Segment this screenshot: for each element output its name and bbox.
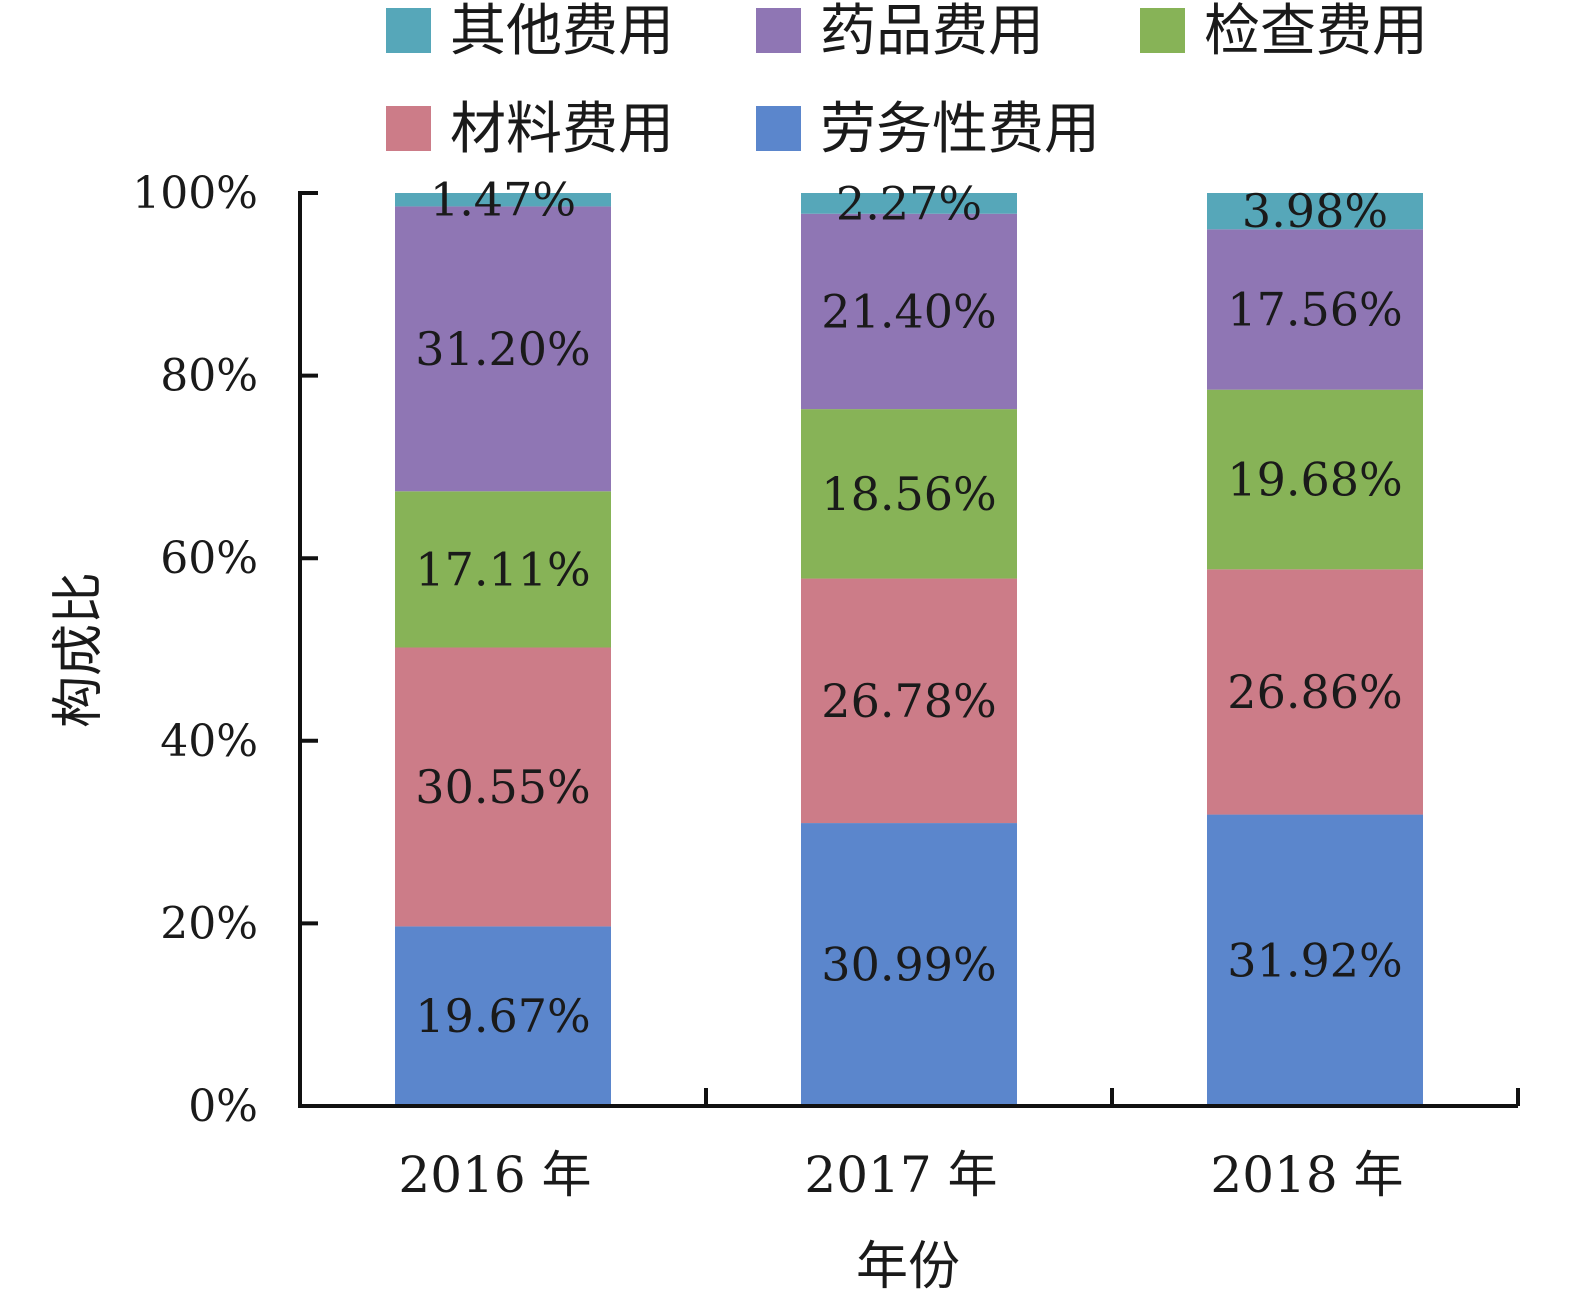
bar-segment	[395, 193, 611, 207]
y-tick-label: 20%	[160, 898, 258, 949]
data-label: 30.55%	[415, 760, 590, 814]
legend-label: 其他费用	[450, 0, 674, 64]
bar-segment	[801, 213, 1017, 410]
bar-segment	[1207, 193, 1423, 230]
bar-segment	[801, 409, 1017, 579]
bar-segment	[1207, 814, 1423, 1106]
data-label: 30.99%	[821, 938, 996, 992]
bar-segment	[801, 823, 1017, 1106]
data-label: 2.27%	[836, 176, 982, 230]
data-label: 31.92%	[1227, 933, 1402, 987]
bar-segment	[1207, 229, 1423, 390]
data-label: 21.40%	[821, 284, 996, 338]
legend-swatch	[386, 8, 431, 53]
data-label: 19.67%	[415, 989, 590, 1043]
legend-item: 检查费用	[1140, 0, 1428, 64]
legend-swatch	[756, 106, 801, 151]
legend-label: 材料费用	[450, 97, 674, 162]
legend-item: 材料费用	[386, 97, 674, 162]
bar-segment	[395, 491, 611, 648]
legend-item: 劳务性费用	[756, 97, 1100, 162]
bar-segment	[1207, 389, 1423, 570]
y-axis-title: 构成比	[49, 572, 109, 728]
legend-swatch	[756, 8, 801, 53]
data-label: 19.68%	[1227, 452, 1402, 506]
data-label: 1.47%	[430, 173, 576, 227]
bar-segment	[1207, 569, 1423, 815]
x-axis-ticks: 2016 年 2017 年 2018 年	[398, 1088, 1520, 1204]
data-labels: 19.67% 30.55% 17.11% 31.20% 1.47% 30.99% 26.78…	[415, 173, 1402, 1043]
bar-segment	[801, 193, 1017, 214]
legend-label: 检查费用	[1204, 0, 1428, 64]
y-tick-label: 80%	[160, 351, 258, 402]
y-tick-label: 40%	[160, 716, 258, 767]
bar-segment	[801, 578, 1017, 824]
legend-item: 药品费用	[756, 0, 1044, 64]
bar-segment	[395, 926, 611, 1106]
y-tick-label: 0%	[188, 1081, 258, 1132]
data-label: 17.56%	[1227, 282, 1402, 336]
data-label: 18.56%	[821, 467, 996, 521]
x-category-label: 2016 年	[398, 1146, 591, 1204]
legend-item: 其他费用	[386, 0, 674, 64]
x-category-label: 2017 年	[804, 1146, 997, 1204]
data-label: 31.20%	[415, 322, 590, 376]
plot-bars	[395, 193, 1423, 1106]
y-tick-label: 100%	[132, 168, 258, 219]
data-label: 3.98%	[1242, 184, 1388, 238]
bar-segment	[395, 647, 611, 927]
legend-swatch	[386, 106, 431, 151]
x-category-label: 2018 年	[1210, 1146, 1403, 1204]
data-label: 17.11%	[415, 542, 590, 596]
legend-label: 药品费用	[820, 0, 1044, 64]
y-tick-label: 60%	[160, 533, 258, 584]
data-label: 26.86%	[1227, 665, 1402, 719]
x-axis-title: 年份	[856, 1237, 960, 1297]
legend-swatch	[1140, 8, 1185, 53]
legend-label: 劳务性费用	[820, 97, 1100, 162]
y-axis-ticks: 0% 20% 40% 60% 80% 100%	[132, 168, 318, 1132]
data-label: 26.78%	[821, 674, 996, 728]
axes	[298, 191, 1518, 1108]
bar-segment	[395, 206, 611, 492]
